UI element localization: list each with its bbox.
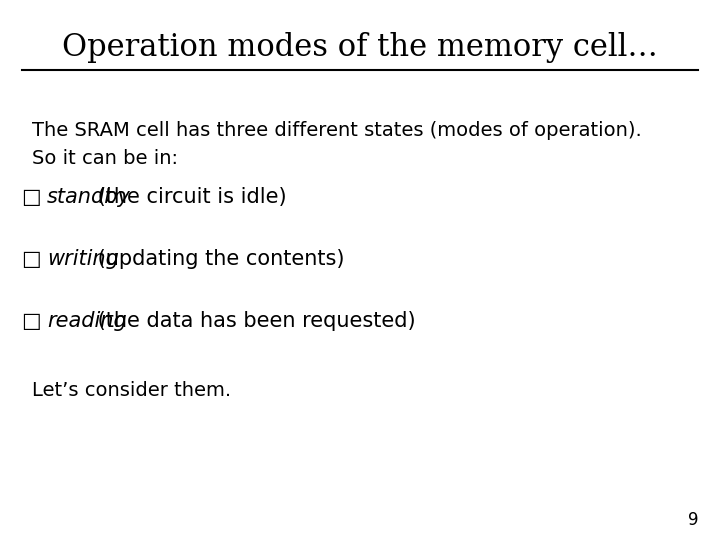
Text: 9: 9 (688, 511, 698, 529)
Text: reading: reading (47, 311, 127, 332)
Text: writing: writing (47, 249, 119, 269)
Text: □: □ (22, 311, 48, 332)
Text: standby: standby (47, 187, 130, 207)
Text: □: □ (22, 187, 48, 207)
Text: Operation modes of the memory cell…: Operation modes of the memory cell… (62, 32, 658, 63)
Text: (updating the contents): (updating the contents) (91, 249, 345, 269)
Text: (the data has been requested): (the data has been requested) (91, 311, 415, 332)
Text: □: □ (22, 249, 48, 269)
Text: So it can be in:: So it can be in: (32, 148, 179, 167)
Text: The SRAM cell has three different states (modes of operation).: The SRAM cell has three different states… (32, 122, 642, 140)
Text: Let’s consider them.: Let’s consider them. (32, 381, 232, 400)
Text: (the circuit is idle): (the circuit is idle) (91, 187, 287, 207)
